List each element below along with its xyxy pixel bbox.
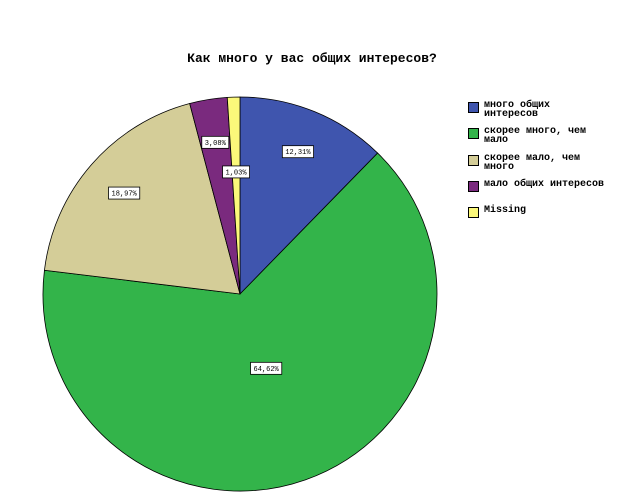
pie-slice [226, 96, 241, 295]
value-label-box [222, 165, 250, 179]
value-label-text: 1,03% [226, 169, 248, 177]
legend-label: Missing [484, 205, 527, 216]
value-label-text: 3,08% [205, 140, 227, 148]
legend-label: скорее много, чем мало [484, 126, 587, 146]
value-label: 3,08% [201, 135, 230, 149]
legend-swatch [468, 207, 479, 218]
pie-slice [42, 152, 438, 492]
value-label-box [201, 135, 230, 149]
legend-label: много общих интересов [484, 100, 551, 120]
legend-label: мало общих интересов [484, 179, 605, 190]
value-label: 18,97% [108, 186, 141, 200]
legend-swatch [468, 128, 479, 139]
value-label-text: 64,62% [254, 366, 280, 374]
chart-title: Как много у вас общих интересов? [187, 51, 437, 66]
legend-swatch [468, 155, 479, 166]
value-label-box [108, 186, 141, 200]
value-label-text: 12,31% [285, 149, 311, 157]
pie-slice [239, 96, 379, 295]
legend-swatch [468, 181, 479, 192]
value-label-text: 18,97% [112, 191, 138, 199]
value-label-box [281, 145, 314, 159]
pie-slice [43, 103, 241, 295]
value-label: 64,62% [250, 361, 283, 375]
legend-label: скорее мало, чем много [484, 153, 581, 173]
value-label: 12,31% [281, 145, 314, 159]
value-label-box [250, 361, 283, 375]
legend-swatch [468, 102, 479, 113]
value-label: 1,03% [222, 165, 250, 179]
